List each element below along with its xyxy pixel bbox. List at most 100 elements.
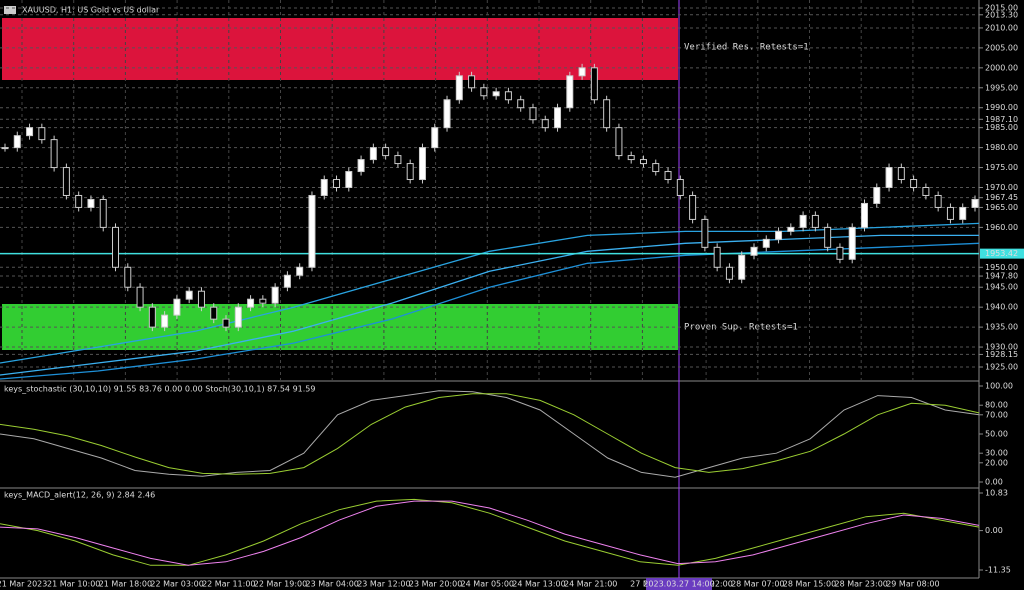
x-tick-label: 28 Mar 23:00 [834,580,887,589]
candle [75,194,83,208]
candle [308,194,316,268]
candle [320,179,328,196]
x-tick-label: 28 Mar 07:00 [731,580,784,589]
y-tick-label: 10.83 [985,489,1008,498]
candle [271,286,279,304]
candle [197,290,205,308]
candle [910,179,918,188]
candle [112,226,120,268]
y-tick-label: 1967.45 [985,193,1018,202]
y-tick-label: 0.00 [985,526,1003,535]
current-price-box [980,248,1024,259]
candle [468,75,476,89]
candle [455,75,463,101]
cursor-time: 2023.03.27 14:00 [643,580,714,589]
candle [836,246,844,260]
stochastic-label: keys_stochastic (30,10,10) 91.55 83.76 0… [4,385,315,394]
x-tick-label: 23 Mar 20:00 [409,580,462,589]
y-tick-label: 2005.00 [985,43,1018,52]
candle [873,187,881,204]
resistance-zone [2,18,678,80]
x-tick-label: 24 Mar 21:00 [564,580,617,589]
flag-icon [4,6,16,14]
x-tick-label: 29 Mar 08:00 [886,580,939,589]
indicator-line [0,500,980,566]
y-tick-label: 1940.00 [985,303,1018,312]
candle [62,167,70,196]
candle [529,107,537,121]
candle [676,179,684,196]
indicator-line [0,498,980,566]
candle [885,167,893,189]
candle [811,214,819,228]
moving-average [0,242,980,380]
candle [210,306,218,320]
y-tick-label: 80.00 [985,401,1008,410]
candle [185,290,193,300]
y-tick-label: 2010.00 [985,23,1018,32]
candle [1,147,9,150]
candle [775,230,783,240]
y-tick-label: 1925.00 [985,363,1018,372]
y-tick-label: 1987.10 [985,115,1018,124]
candle [689,194,697,220]
candle [333,179,341,188]
indicator-line [0,390,980,478]
candle [234,306,242,328]
x-tick-label: 22 Mar 11:00 [202,580,255,589]
y-tick-label: 0.00 [985,478,1003,487]
candle [652,163,660,173]
candle [259,298,267,304]
candle [50,139,58,169]
y-tick-label: 1985.00 [985,123,1018,132]
candle [504,91,512,101]
y-tick-label: -11.35 [985,566,1011,575]
x-tick-label: 23 Mar 04:00 [305,580,358,589]
x-tick-label: 21 Mar 10:00 [47,580,100,589]
y-tick-label: 100.00 [985,382,1013,391]
candle [480,87,488,97]
y-tick-label: 1980.00 [985,143,1018,152]
x-tick-label: 27 Ma [630,580,655,589]
candle [124,266,132,288]
y-tick-label: 1947.80 [985,272,1018,281]
candle [897,167,905,181]
y-tick-label: 1935.00 [985,323,1018,332]
candle [554,107,562,129]
y-tick-label: 1975.00 [985,163,1018,172]
y-tick-label: 50.00 [985,430,1008,439]
candle [222,318,230,328]
candle [99,198,107,228]
candle [369,147,377,161]
candle [615,127,623,157]
candle [517,99,525,109]
candle [934,194,942,208]
candle [492,91,500,97]
macd-label: keys_MACD_alert(12, 26, 9) 2.84 2.46 [4,491,155,500]
candle [418,147,426,181]
candle [799,214,807,228]
y-tick-label: 1965.00 [985,203,1018,212]
y-tick-label: 70.00 [985,410,1008,419]
y-tick-label: 2000.00 [985,63,1018,72]
candle [946,206,954,220]
candle [603,99,611,129]
candle [136,286,144,308]
candle [725,266,733,280]
cursor-time-box [646,578,712,590]
candle [787,226,795,232]
candle [148,306,156,328]
candle [394,155,402,165]
moving-average [0,234,979,376]
candle [590,67,598,101]
candle [173,298,181,316]
candle [541,119,549,129]
candle [406,163,414,181]
candle [26,127,34,137]
x-tick-label: 24 Mar 05:00 [461,580,514,589]
y-tick-label: 1960.00 [985,223,1018,232]
candle [578,67,586,77]
candle [161,314,169,328]
candle [750,246,758,256]
